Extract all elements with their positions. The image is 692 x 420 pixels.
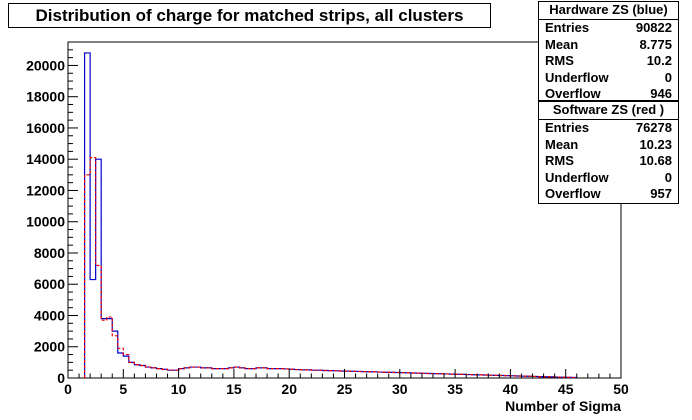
y-tick-label: 4000 bbox=[34, 307, 65, 323]
y-tick-label: 14000 bbox=[26, 151, 65, 167]
stats-label: Underflow bbox=[545, 69, 609, 85]
stats-value: 8.775 bbox=[639, 36, 672, 52]
stats-row-underflow: Underflow 0 bbox=[539, 170, 678, 187]
stats-value: 946 bbox=[650, 86, 672, 102]
x-tick-label: 15 bbox=[226, 381, 242, 397]
stats-label: Mean bbox=[545, 136, 579, 152]
y-tick-label: 10000 bbox=[26, 214, 65, 230]
stats-row-mean: Mean 10.23 bbox=[539, 137, 678, 154]
x-tick-label: 5 bbox=[119, 381, 127, 397]
x-tick-label: 0 bbox=[64, 381, 72, 397]
stats-label: Entries bbox=[545, 20, 590, 35]
stats-label: Mean bbox=[545, 36, 579, 52]
axis-layer: 0 5 10 15 20 25 30 35 40 45 50 0 2000 4000 6000 8000 100… bbox=[26, 41, 629, 397]
y-tick-label: 20000 bbox=[26, 57, 65, 73]
plot-frame bbox=[67, 41, 622, 379]
chart-title: Distribution of charge for matched strip… bbox=[8, 3, 491, 28]
y-tick-label: 0 bbox=[57, 370, 65, 386]
x-tick-label: 25 bbox=[337, 381, 353, 397]
stats-box-hardware: Hardware ZS (blue) Entries 90822 Mean 8.77… bbox=[538, 1, 679, 101]
stats-label: Overflow bbox=[545, 186, 601, 202]
x-tick-label: 40 bbox=[503, 381, 519, 397]
y-tick-label: 2000 bbox=[34, 339, 65, 355]
stats-value: 76278 bbox=[635, 120, 672, 135]
stats-label: RMS bbox=[545, 53, 574, 69]
x-tick-label: 20 bbox=[281, 381, 297, 397]
stats-box-software: Software ZS (red ) Entries 76278 Mean 10.2… bbox=[538, 101, 679, 204]
stats-row-rms: RMS 10.68 bbox=[539, 153, 678, 170]
x-tick-label: 10 bbox=[171, 381, 187, 397]
stats-value: 0 bbox=[664, 69, 672, 85]
stats-value: 90822 bbox=[635, 20, 672, 35]
y-tick-label: 6000 bbox=[34, 276, 65, 292]
stats-value: 957 bbox=[650, 186, 672, 202]
y-tick-label: 16000 bbox=[26, 120, 65, 136]
stats-row-mean: Mean 8.775 bbox=[539, 37, 678, 54]
y-tick-label: 8000 bbox=[34, 245, 65, 261]
stats-label: Underflow bbox=[545, 169, 609, 185]
stats-value: 10.23 bbox=[639, 136, 672, 152]
x-axis-label: Number of Sigma bbox=[505, 398, 621, 414]
x-tick-label: 45 bbox=[558, 381, 574, 397]
stats-row-rms: RMS 10.2 bbox=[539, 53, 678, 70]
stats-row-entries: Entries 76278 bbox=[539, 120, 678, 137]
stats-header: Hardware ZS (blue) bbox=[539, 2, 678, 20]
y-tick-label: 18000 bbox=[26, 89, 65, 105]
stats-label: Overflow bbox=[545, 86, 601, 102]
stats-value: 10.2 bbox=[646, 53, 672, 69]
stats-row-overflow: Overflow 946 bbox=[539, 86, 678, 103]
stats-value: 10.68 bbox=[639, 153, 672, 169]
stats-label: RMS bbox=[545, 153, 574, 169]
y-tick-label: 12000 bbox=[26, 182, 65, 198]
x-tick-label: 50 bbox=[613, 381, 629, 397]
stats-value: 0 bbox=[664, 169, 672, 185]
x-tick-label: 35 bbox=[447, 381, 463, 397]
stats-row-underflow: Underflow 0 bbox=[539, 70, 678, 87]
stats-row-entries: Entries 90822 bbox=[539, 20, 678, 37]
x-tick-label: 30 bbox=[392, 381, 408, 397]
stats-row-overflow: Overflow 957 bbox=[539, 186, 678, 203]
stats-header: Software ZS (red ) bbox=[539, 102, 678, 120]
stats-label: Entries bbox=[545, 120, 590, 135]
